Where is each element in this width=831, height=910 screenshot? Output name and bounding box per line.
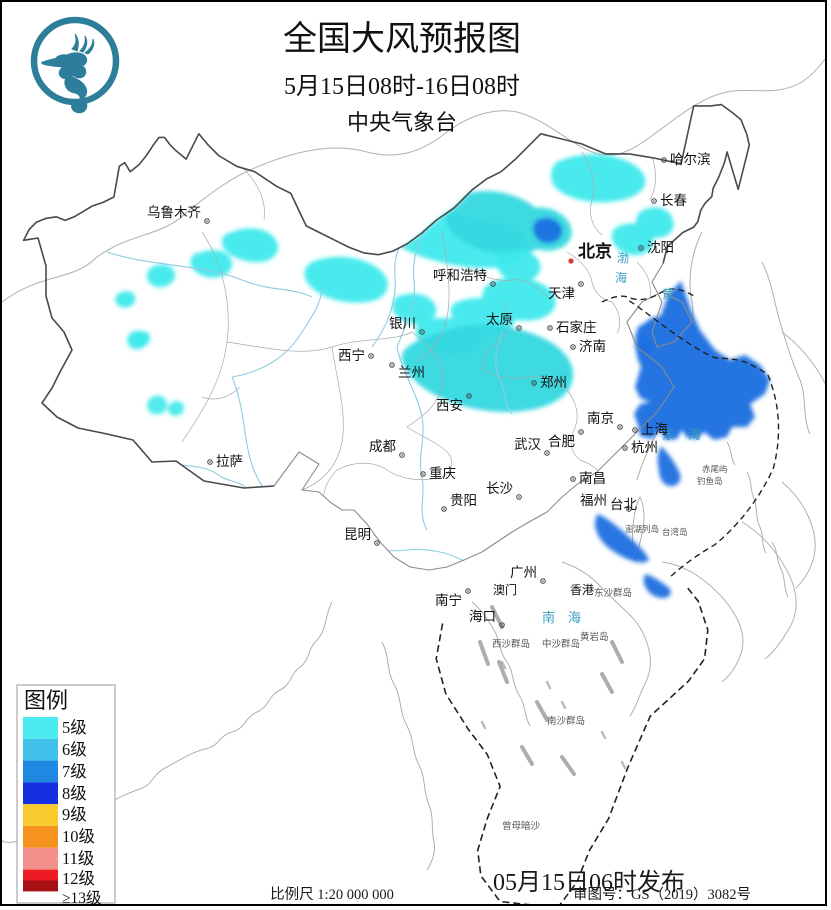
svg-text:比例尺 1:20 000 000: 比例尺 1:20 000 000: [270, 886, 394, 903]
svg-text:12级: 12级: [62, 869, 95, 888]
svg-text:昆明: 昆明: [344, 527, 371, 542]
svg-text:东沙群岛: 东沙群岛: [594, 587, 632, 599]
svg-text:全国大风预报图: 全国大风预报图: [283, 20, 521, 58]
svg-text:南昌: 南昌: [579, 471, 606, 486]
svg-text:石家庄: 石家庄: [556, 319, 597, 335]
svg-text:广州: 广州: [510, 565, 537, 580]
svg-text:南宁: 南宁: [435, 592, 462, 608]
svg-text:黄岩岛: 黄岩岛: [580, 631, 609, 643]
svg-text:赤尾屿: 赤尾屿: [702, 464, 728, 474]
svg-text:拉萨: 拉萨: [216, 454, 243, 469]
svg-text:贵阳: 贵阳: [450, 493, 477, 508]
svg-text:6级: 6级: [62, 740, 87, 759]
svg-text:中央气象台: 中央气象台: [347, 110, 457, 135]
svg-text:图例: 图例: [24, 688, 68, 713]
svg-text:海: 海: [615, 270, 627, 285]
svg-text:澎湖列岛: 澎湖列岛: [625, 524, 659, 534]
svg-text:5月15日08时-16日08时: 5月15日08时-16日08时: [284, 73, 520, 100]
svg-text:10级: 10级: [62, 827, 95, 846]
svg-text:钓鱼岛: 钓鱼岛: [697, 476, 723, 486]
svg-text:8级: 8级: [62, 784, 87, 803]
svg-text:11级: 11级: [62, 849, 94, 868]
svg-text:7级: 7级: [62, 762, 87, 781]
svg-text:西安: 西安: [436, 398, 463, 413]
svg-text:西沙群岛: 西沙群岛: [492, 638, 530, 650]
svg-text:天津: 天津: [548, 286, 575, 301]
svg-text:银川: 银川: [389, 316, 416, 331]
svg-text:澳门: 澳门: [493, 582, 517, 597]
svg-text:重庆: 重庆: [429, 466, 456, 481]
svg-text:9级: 9级: [62, 805, 87, 824]
svg-text:长沙: 长沙: [486, 481, 513, 496]
svg-text:乌鲁木齐: 乌鲁木齐: [147, 205, 201, 220]
svg-text:郑州: 郑州: [540, 375, 567, 390]
svg-text:中沙群岛: 中沙群岛: [542, 638, 580, 650]
svg-text:成都: 成都: [369, 439, 396, 454]
svg-text:黄: 黄: [662, 287, 674, 301]
svg-text:长春: 长春: [660, 193, 688, 208]
svg-text:兰州: 兰州: [398, 365, 425, 380]
svg-text:福州: 福州: [580, 493, 607, 508]
svg-text:南京: 南京: [587, 411, 614, 426]
svg-text:南 海: 南 海: [542, 610, 581, 625]
svg-text:北京: 北京: [578, 241, 612, 261]
svg-text:南沙群岛: 南沙群岛: [547, 715, 585, 727]
svg-text:沈阳: 沈阳: [647, 240, 674, 255]
svg-text:台湾岛: 台湾岛: [662, 527, 688, 537]
svg-text:呼和浩特: 呼和浩特: [433, 268, 487, 283]
svg-text:上海: 上海: [641, 422, 668, 437]
svg-text:香港: 香港: [570, 583, 594, 597]
svg-text:海口: 海口: [469, 609, 496, 624]
svg-text:杭州: 杭州: [631, 440, 658, 455]
svg-text:5级: 5级: [62, 718, 87, 737]
svg-text:曾母暗沙: 曾母暗沙: [502, 820, 541, 832]
svg-text:济南: 济南: [579, 339, 606, 354]
svg-text:≥13级: ≥13级: [62, 889, 102, 906]
svg-text:台北: 台北: [610, 497, 638, 512]
svg-text:武汉: 武汉: [514, 437, 542, 452]
svg-text:审图号：GS（2019）3082号: 审图号：GS（2019）3082号: [573, 886, 751, 903]
svg-text:渤: 渤: [617, 251, 629, 265]
svg-text:太原: 太原: [486, 312, 513, 327]
svg-text:哈尔滨: 哈尔滨: [670, 152, 711, 167]
svg-text:西宁: 西宁: [338, 347, 365, 363]
svg-text:合肥: 合肥: [548, 434, 575, 449]
